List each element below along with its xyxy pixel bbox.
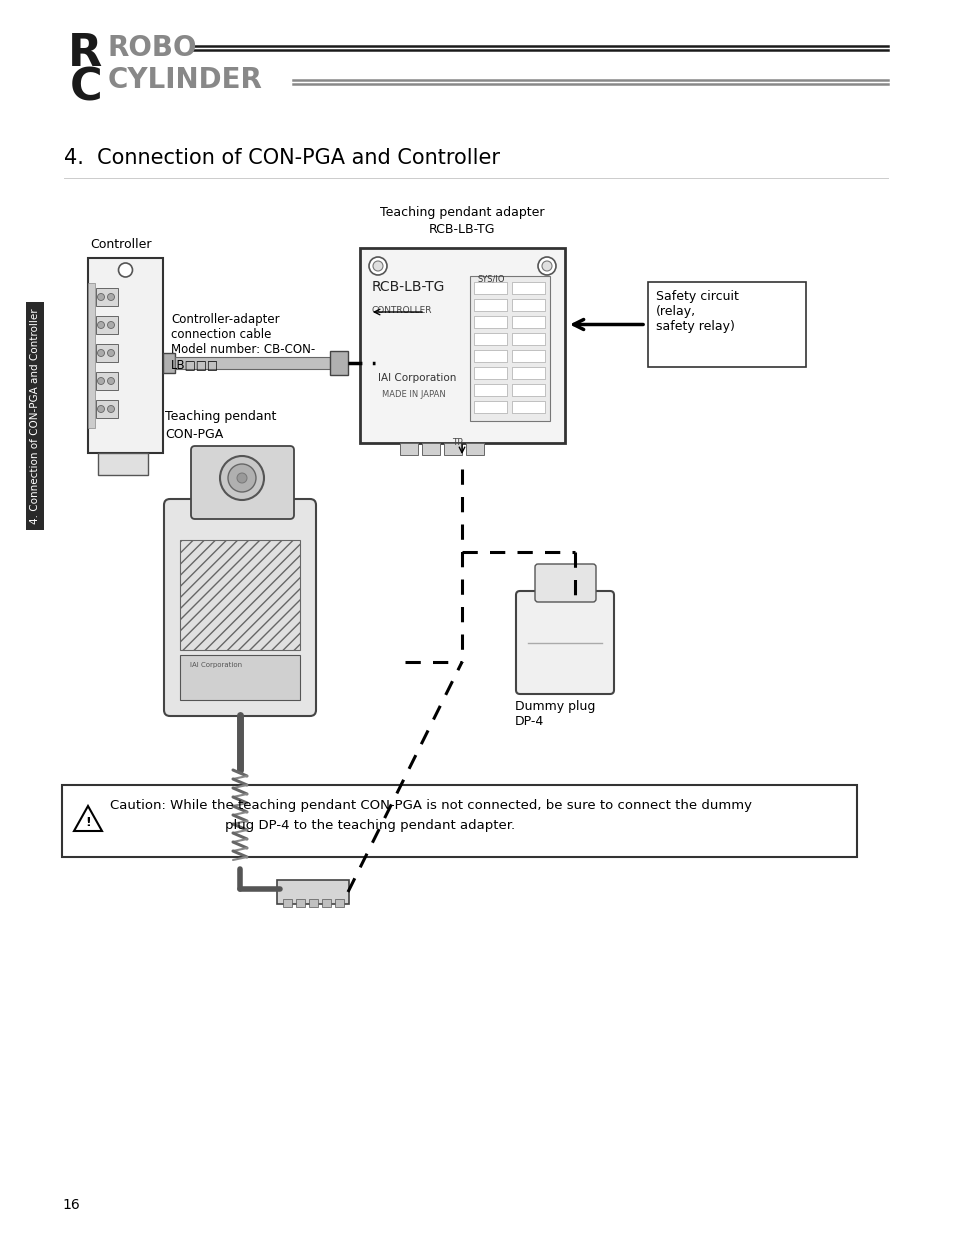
Text: Caution: While the teaching pendant CON-PGA is not connected, be sure to connect: Caution: While the teaching pendant CON-… bbox=[110, 799, 751, 811]
Bar bbox=[359, 248, 564, 443]
Bar bbox=[399, 443, 417, 454]
Bar bbox=[174, 357, 330, 369]
Bar bbox=[330, 351, 348, 375]
Circle shape bbox=[541, 261, 552, 270]
Bar bbox=[88, 283, 95, 429]
Bar bbox=[96, 288, 118, 306]
FancyBboxPatch shape bbox=[516, 592, 614, 694]
Bar bbox=[474, 333, 506, 345]
Bar bbox=[512, 299, 544, 311]
Bar bbox=[512, 384, 544, 396]
Bar bbox=[96, 316, 118, 333]
Text: RCB-LB-TG: RCB-LB-TG bbox=[372, 280, 445, 294]
Text: Teaching pendant adapter: Teaching pendant adapter bbox=[380, 206, 544, 219]
Text: MADE IN JAPAN: MADE IN JAPAN bbox=[381, 390, 445, 399]
Bar bbox=[470, 275, 550, 421]
Text: ROBO: ROBO bbox=[108, 35, 197, 62]
Text: Teaching pendant: Teaching pendant bbox=[165, 410, 276, 424]
Bar bbox=[309, 899, 317, 906]
Circle shape bbox=[228, 464, 255, 492]
Text: Controller: Controller bbox=[90, 238, 152, 251]
Circle shape bbox=[236, 473, 247, 483]
Bar bbox=[512, 282, 544, 294]
Bar bbox=[474, 384, 506, 396]
Bar bbox=[26, 303, 44, 530]
Bar bbox=[322, 899, 331, 906]
Circle shape bbox=[220, 456, 264, 500]
Text: 16: 16 bbox=[62, 1198, 80, 1212]
Circle shape bbox=[118, 263, 132, 277]
Bar bbox=[647, 282, 805, 367]
Circle shape bbox=[369, 257, 387, 275]
Circle shape bbox=[97, 405, 105, 412]
Bar bbox=[465, 443, 483, 454]
Bar bbox=[88, 258, 163, 453]
Circle shape bbox=[108, 378, 114, 384]
Text: CYLINDER: CYLINDER bbox=[108, 65, 263, 94]
Circle shape bbox=[97, 321, 105, 329]
Bar bbox=[62, 785, 856, 857]
Bar bbox=[283, 899, 292, 906]
Bar bbox=[512, 367, 544, 379]
Text: 4.  Connection of CON-PGA and Controller: 4. Connection of CON-PGA and Controller bbox=[64, 148, 499, 168]
Circle shape bbox=[108, 294, 114, 300]
Text: CON-PGA: CON-PGA bbox=[165, 429, 223, 441]
Bar bbox=[474, 367, 506, 379]
Bar bbox=[98, 453, 148, 475]
Bar bbox=[512, 350, 544, 362]
Circle shape bbox=[373, 261, 382, 270]
Bar bbox=[474, 316, 506, 329]
FancyBboxPatch shape bbox=[535, 564, 596, 601]
Text: DP-4: DP-4 bbox=[515, 715, 543, 727]
Text: 4. Connection of CON-PGA and Controller: 4. Connection of CON-PGA and Controller bbox=[30, 309, 40, 524]
Text: !: ! bbox=[85, 816, 91, 830]
Bar bbox=[96, 372, 118, 390]
Circle shape bbox=[97, 350, 105, 357]
Bar bbox=[512, 316, 544, 329]
Text: Controller-adapter
connection cable
Model number: CB-CON-
LB□□□: Controller-adapter connection cable Mode… bbox=[171, 312, 314, 370]
Bar bbox=[96, 345, 118, 362]
Text: RCB-LB-TG: RCB-LB-TG bbox=[429, 224, 496, 236]
Bar bbox=[295, 899, 305, 906]
Bar bbox=[512, 401, 544, 412]
Bar bbox=[474, 282, 506, 294]
Circle shape bbox=[108, 321, 114, 329]
Circle shape bbox=[108, 405, 114, 412]
Bar bbox=[474, 350, 506, 362]
Circle shape bbox=[97, 294, 105, 300]
Text: CONTROLLER: CONTROLLER bbox=[372, 306, 432, 315]
Bar bbox=[335, 899, 344, 906]
Text: TP: TP bbox=[451, 438, 462, 447]
Text: C: C bbox=[70, 65, 103, 109]
Text: SYS/IO: SYS/IO bbox=[477, 274, 505, 283]
Bar bbox=[474, 299, 506, 311]
Text: Dummy plug: Dummy plug bbox=[515, 700, 595, 713]
FancyBboxPatch shape bbox=[276, 881, 349, 904]
Bar bbox=[474, 401, 506, 412]
Text: Safety circuit
(relay,
safety relay): Safety circuit (relay, safety relay) bbox=[656, 290, 739, 333]
Bar bbox=[421, 443, 439, 454]
Bar bbox=[163, 353, 174, 373]
Text: plug DP-4 to the teaching pendant adapter.: plug DP-4 to the teaching pendant adapte… bbox=[225, 819, 515, 832]
Bar bbox=[443, 443, 461, 454]
Circle shape bbox=[108, 350, 114, 357]
FancyBboxPatch shape bbox=[191, 446, 294, 519]
FancyBboxPatch shape bbox=[164, 499, 315, 716]
Text: IAI Corporation: IAI Corporation bbox=[377, 373, 456, 383]
Bar bbox=[180, 540, 299, 650]
Bar bbox=[512, 333, 544, 345]
Circle shape bbox=[97, 378, 105, 384]
Bar bbox=[180, 655, 299, 700]
Bar bbox=[96, 400, 118, 417]
Text: IAI Corporation: IAI Corporation bbox=[190, 662, 242, 668]
Text: R: R bbox=[68, 32, 102, 75]
Circle shape bbox=[537, 257, 556, 275]
Polygon shape bbox=[74, 806, 102, 831]
